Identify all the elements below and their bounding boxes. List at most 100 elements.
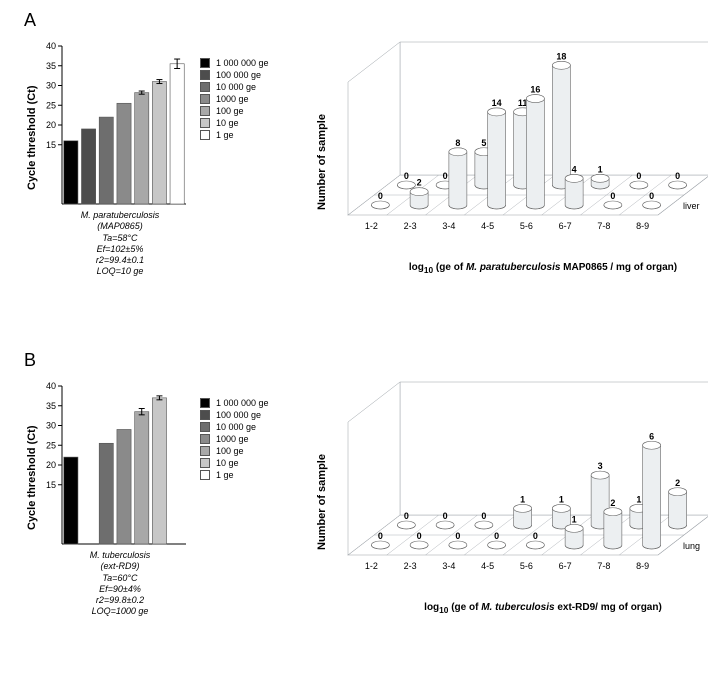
svg-text:30: 30	[46, 81, 56, 91]
svg-text:liver: liver	[683, 201, 700, 211]
svg-text:6-7: 6-7	[559, 561, 572, 571]
svg-text:6-7: 6-7	[559, 221, 572, 231]
svg-text:0: 0	[675, 171, 680, 181]
legend-label: 10 000 ge	[216, 422, 256, 432]
caption-species: M. tuberculosis	[55, 550, 185, 561]
svg-text:0: 0	[455, 531, 460, 541]
svg-text:1: 1	[559, 494, 564, 504]
legend-label: 1 000 000 ge	[216, 58, 269, 68]
panel-b-label: B	[24, 350, 36, 371]
legend-label: 100 ge	[216, 106, 244, 116]
svg-text:6: 6	[649, 431, 654, 441]
svg-text:0: 0	[378, 531, 383, 541]
svg-text:16: 16	[530, 85, 540, 95]
legend-swatch	[200, 70, 210, 80]
legend-item: 10 ge	[200, 118, 269, 128]
svg-text:7-8: 7-8	[597, 221, 610, 231]
legend-swatch	[200, 470, 210, 480]
panel-b-hist-svg: 00011312000001261-22-33-44-55-66-77-88-9…	[318, 370, 708, 600]
svg-text:4-5: 4-5	[481, 221, 494, 231]
svg-text:35: 35	[46, 401, 56, 411]
legend-item: 100 000 ge	[200, 410, 269, 420]
legend-label: 100 000 ge	[216, 410, 261, 420]
caption-gene: (MAP0865)	[55, 221, 185, 232]
legend-label: 1 ge	[216, 130, 234, 140]
panel-a-hist-svg: 005111810002814164001-22-33-44-55-66-77-…	[318, 30, 708, 260]
svg-text:11: 11	[518, 98, 528, 108]
legend-swatch	[200, 458, 210, 468]
svg-text:15: 15	[46, 140, 56, 150]
legend-swatch	[200, 410, 210, 420]
svg-text:0: 0	[636, 171, 641, 181]
svg-text:18: 18	[556, 51, 566, 61]
svg-text:0: 0	[533, 531, 538, 541]
legend-item: 10 ge	[200, 458, 269, 468]
svg-text:20: 20	[46, 460, 56, 470]
legend-swatch	[200, 106, 210, 116]
svg-text:25: 25	[46, 100, 56, 110]
panel-a-label: A	[24, 10, 36, 31]
svg-text:3-4: 3-4	[442, 221, 455, 231]
svg-text:8-9: 8-9	[636, 221, 649, 231]
svg-text:2: 2	[610, 498, 615, 508]
svg-text:1-2: 1-2	[365, 561, 378, 571]
caption-ta: Ta=60°C	[55, 573, 185, 584]
svg-text:0: 0	[404, 511, 409, 521]
panel-b-legend: 1 000 000 ge 100 000 ge 10 000 ge 1000 ge 10…	[200, 398, 269, 482]
legend-label: 100 ge	[216, 446, 244, 456]
legend-item: 100 ge	[200, 446, 269, 456]
legend-label: 100 000 ge	[216, 70, 261, 80]
panel-b-hist-ylabel: Number of sample	[316, 420, 328, 550]
svg-text:0: 0	[378, 191, 383, 201]
svg-text:2: 2	[417, 178, 422, 188]
legend-swatch	[200, 422, 210, 432]
svg-text:0: 0	[404, 171, 409, 181]
svg-text:0: 0	[610, 191, 615, 201]
panel-b-barchart-svg: 152025303540	[30, 380, 190, 550]
svg-text:40: 40	[46, 41, 56, 51]
panel-b-hist-xlabel: log10 (ge of M. tuberculosis ext-RD9/ mg…	[378, 602, 708, 615]
svg-text:1: 1	[636, 494, 641, 504]
svg-text:2-3: 2-3	[404, 561, 417, 571]
svg-text:5-6: 5-6	[520, 561, 533, 571]
svg-text:2-3: 2-3	[404, 221, 417, 231]
svg-text:3-4: 3-4	[442, 561, 455, 571]
caption-species: M. paratuberculosis	[55, 210, 185, 221]
legend-swatch	[200, 398, 210, 408]
panel-b-barchart-ylabel: Cycle threshold (Ct)	[26, 410, 38, 530]
legend-item: 1000 ge	[200, 434, 269, 444]
svg-text:lung: lung	[683, 541, 700, 551]
legend-label: 1000 ge	[216, 94, 249, 104]
svg-text:2: 2	[675, 478, 680, 488]
panel-b-histogram: 00011312000001261-22-33-44-55-66-77-88-9…	[318, 370, 708, 640]
caption-r2: r2=99.8±0.2	[55, 595, 185, 606]
legend-item: 1 ge	[200, 130, 269, 140]
legend-item: 1000 ge	[200, 94, 269, 104]
svg-text:1: 1	[572, 514, 577, 524]
legend-swatch	[200, 130, 210, 140]
legend-swatch	[200, 434, 210, 444]
panel-a-hist-ylabel: Number of sample	[316, 80, 328, 210]
panel-a-hist-xlabel: log10 (ge of M. paratuberculosis MAP0865…	[378, 262, 708, 275]
svg-text:5-6: 5-6	[520, 221, 533, 231]
svg-text:4: 4	[572, 164, 577, 174]
legend-label: 1000 ge	[216, 434, 249, 444]
svg-text:15: 15	[46, 480, 56, 490]
legend-item: 10 000 ge	[200, 422, 269, 432]
panel-a-legend: 1 000 000 ge 100 000 ge 10 000 ge 1000 ge 10…	[200, 58, 269, 142]
panel-a-caption: M. paratuberculosis (MAP0865) Ta=58°C Ef…	[55, 210, 185, 278]
legend-label: 1 000 000 ge	[216, 398, 269, 408]
caption-ta: Ta=58°C	[55, 233, 185, 244]
legend-item: 1 000 000 ge	[200, 398, 269, 408]
panel-a-barchart-svg: 152025303540	[30, 40, 190, 210]
svg-text:3: 3	[598, 461, 603, 471]
caption-loq: LOQ=1000 ge	[55, 606, 185, 617]
svg-text:25: 25	[46, 440, 56, 450]
svg-text:1-2: 1-2	[365, 221, 378, 231]
legend-swatch	[200, 118, 210, 128]
svg-text:8: 8	[455, 138, 460, 148]
svg-text:1: 1	[598, 164, 603, 174]
panel-a-barchart-ylabel: Cycle threshold (Ct)	[26, 70, 38, 190]
legend-label: 10 000 ge	[216, 82, 256, 92]
svg-text:0: 0	[649, 191, 654, 201]
